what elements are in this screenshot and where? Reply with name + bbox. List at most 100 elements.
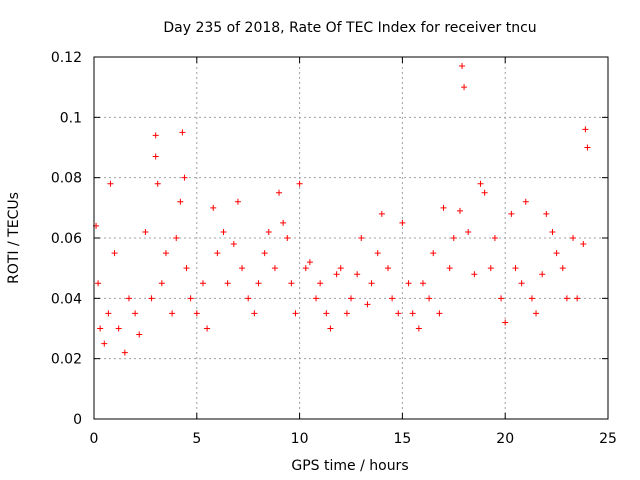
- x-tick-label: 15: [393, 431, 411, 447]
- data-point: [378, 210, 385, 217]
- data-point: [107, 180, 114, 187]
- data-point: [154, 180, 161, 187]
- data-point: [313, 295, 320, 302]
- data-point: [288, 280, 295, 287]
- axis-ticks: [93, 56, 609, 420]
- x-axis-title: GPS time / hours: [291, 458, 408, 474]
- y-tick-label: 0.04: [51, 291, 82, 307]
- data-points: [93, 63, 591, 356]
- data-point: [95, 280, 102, 287]
- data-point: [337, 265, 344, 272]
- data-point: [368, 280, 375, 287]
- data-point: [183, 265, 190, 272]
- data-point: [284, 235, 291, 241]
- data-point: [125, 295, 132, 302]
- data-point: [487, 265, 494, 272]
- data-point: [292, 310, 299, 317]
- data-point: [111, 250, 118, 257]
- data-point: [296, 180, 303, 187]
- data-point: [327, 325, 334, 332]
- x-tick-label: 25: [599, 431, 617, 447]
- y-tick-label: 0.12: [51, 50, 82, 66]
- data-point: [193, 310, 200, 317]
- data-point: [121, 349, 128, 356]
- data-point: [142, 228, 149, 235]
- data-point: [389, 295, 396, 302]
- data-point: [276, 189, 283, 196]
- x-tick-label: 0: [90, 431, 99, 447]
- data-point: [152, 132, 159, 139]
- data-point: [152, 153, 159, 160]
- data-point: [214, 250, 221, 257]
- data-point: [446, 265, 453, 272]
- data-point: [354, 271, 361, 278]
- data-point: [280, 219, 287, 226]
- data-point: [374, 250, 381, 257]
- data-point: [306, 259, 313, 266]
- data-point: [105, 310, 112, 317]
- data-point: [481, 189, 488, 196]
- data-point: [187, 295, 194, 302]
- data-point: [498, 295, 505, 302]
- data-point: [169, 310, 176, 317]
- data-point: [553, 250, 560, 257]
- chart-title: Day 235 of 2018, Rate Of TEC Index for r…: [163, 20, 536, 36]
- y-tick-label: 0.1: [60, 110, 82, 126]
- data-point: [245, 295, 252, 302]
- data-point: [333, 271, 340, 278]
- data-point: [162, 250, 169, 257]
- data-point: [224, 280, 231, 287]
- data-point: [543, 210, 550, 217]
- y-tick-label: 0.08: [51, 171, 82, 187]
- data-point: [173, 235, 180, 241]
- data-point: [132, 310, 139, 317]
- data-point: [471, 271, 478, 278]
- data-point: [399, 219, 406, 226]
- data-point: [234, 198, 241, 205]
- y-tick-label: 0: [73, 412, 82, 428]
- data-point: [177, 198, 184, 205]
- data-point: [181, 174, 188, 181]
- data-point: [115, 325, 122, 332]
- data-point: [255, 280, 262, 287]
- data-point: [261, 250, 268, 257]
- data-point: [230, 241, 237, 248]
- data-point: [582, 126, 589, 133]
- data-point: [302, 265, 309, 272]
- data-point: [426, 295, 433, 302]
- data-point: [461, 84, 468, 91]
- data-point: [323, 310, 330, 317]
- data-point: [419, 280, 426, 287]
- data-point: [518, 280, 525, 287]
- data-point: [204, 325, 211, 332]
- y-tick-label: 0.06: [51, 231, 82, 247]
- data-point: [97, 325, 104, 332]
- data-point: [409, 310, 416, 317]
- data-point: [477, 180, 484, 187]
- data-point: [343, 310, 350, 317]
- data-point: [239, 265, 246, 272]
- data-point: [440, 204, 447, 211]
- data-point: [528, 295, 535, 302]
- data-point: [101, 340, 108, 347]
- data-point: [570, 235, 577, 241]
- data-point: [459, 63, 466, 70]
- y-axis-title: ROTI / TECUs: [6, 192, 22, 284]
- data-point: [559, 265, 566, 272]
- data-point: [563, 295, 570, 302]
- data-point: [148, 295, 155, 302]
- data-point: [415, 325, 422, 332]
- data-point: [265, 228, 272, 235]
- tick-labels: 0 5 10 15 20 25 0 0.02 0.04 0.06 0.08 0.1 0.12: [51, 50, 617, 447]
- x-tick-label: 10: [291, 431, 309, 447]
- data-point: [364, 301, 371, 308]
- data-point: [580, 241, 587, 248]
- data-point: [251, 310, 258, 317]
- data-point: [465, 228, 472, 235]
- data-point: [430, 250, 437, 257]
- data-point: [549, 228, 556, 235]
- data-point: [522, 198, 529, 205]
- x-tick-label: 5: [192, 431, 201, 447]
- data-point: [158, 280, 165, 287]
- x-tick-label: 20: [496, 431, 514, 447]
